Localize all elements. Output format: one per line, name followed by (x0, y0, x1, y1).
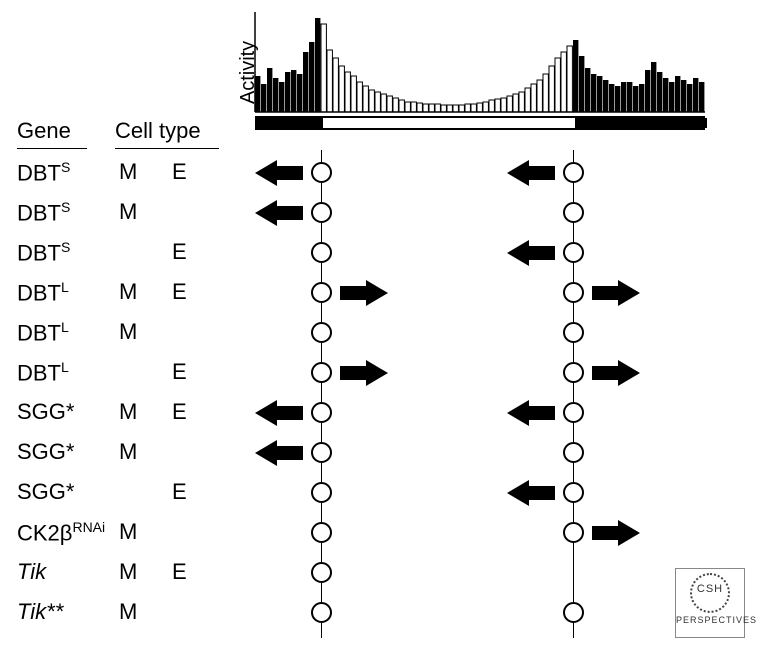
gene-label: SGG* (17, 479, 74, 505)
shift-arrow-right (592, 520, 640, 546)
shift-arrow-right (340, 280, 388, 306)
cell-type-M: M (119, 279, 137, 305)
marker-circle-M (311, 482, 332, 503)
cell-type-E: E (172, 559, 187, 585)
csh-perspectives-logo: CSH PERSPECTIVES (675, 568, 745, 638)
header-cell-type-underline (115, 148, 219, 149)
marker-circle-M (311, 362, 332, 383)
csh-logo-subtext: PERSPECTIVES (676, 615, 744, 625)
gene-label: DBTL (17, 279, 69, 306)
gene-label: DBTS (17, 159, 70, 186)
gene-label: Tik (17, 559, 46, 585)
shift-arrow-left (507, 400, 555, 426)
shift-arrow-left (255, 160, 303, 186)
cell-type-E: E (172, 359, 187, 385)
shift-arrow-left (255, 440, 303, 466)
shift-arrow-right (592, 360, 640, 386)
marker-circle-M (311, 522, 332, 543)
marker-circle-M (311, 322, 332, 343)
csh-logo-ring: CSH (690, 573, 730, 613)
marker-circle-E (563, 202, 584, 223)
marker-circle-E (563, 482, 584, 503)
shift-arrow-left (255, 400, 303, 426)
shift-arrow-left (507, 160, 555, 186)
header-cell-type: Cell type (115, 118, 201, 144)
cell-type-E: E (172, 479, 187, 505)
gene-label: SGG* (17, 439, 74, 465)
gene-label: DBTS (17, 239, 70, 266)
cell-type-M: M (119, 199, 137, 225)
light-dark-bar (255, 116, 705, 130)
shift-arrow-left (255, 200, 303, 226)
shift-arrow-left (507, 480, 555, 506)
marker-circle-M (311, 242, 332, 263)
cell-type-E: E (172, 239, 187, 265)
cell-type-E: E (172, 399, 187, 425)
cell-type-E: E (172, 279, 187, 305)
marker-circle-E (563, 402, 584, 423)
marker-circle-M (311, 442, 332, 463)
activity-histogram (255, 12, 705, 114)
cell-type-M: M (119, 439, 137, 465)
marker-circle-E (563, 242, 584, 263)
header-gene: Gene (17, 118, 71, 144)
marker-circle-M (311, 282, 332, 303)
cell-type-M: M (119, 159, 137, 185)
gene-label: DBTL (17, 359, 69, 386)
gene-label: DBTS (17, 199, 70, 226)
marker-circle-E (563, 282, 584, 303)
marker-circle-M (311, 562, 332, 583)
reference-line-evening (573, 150, 574, 638)
marker-circle-M (311, 162, 332, 183)
cell-type-M: M (119, 559, 137, 585)
marker-circle-E (563, 362, 584, 383)
shift-arrow-right (592, 280, 640, 306)
marker-circle-M (311, 202, 332, 223)
cell-type-M: M (119, 519, 137, 545)
csh-logo-text: CSH (692, 583, 728, 595)
gene-label: SGG* (17, 399, 74, 425)
marker-circle-E (563, 522, 584, 543)
cell-type-M: M (119, 599, 137, 625)
figure-root: Activity Gene Cell type DBTSMEDBTSMDBTSE… (0, 0, 759, 658)
cell-type-E: E (172, 159, 187, 185)
marker-circle-M (311, 602, 332, 623)
header-gene-underline (17, 148, 87, 149)
cell-type-M: M (119, 399, 137, 425)
marker-circle-E (563, 162, 584, 183)
marker-circle-E (563, 442, 584, 463)
gene-label: CK2βRNAi (17, 519, 105, 546)
marker-circle-M (311, 402, 332, 423)
marker-circle-E (563, 602, 584, 623)
cell-type-M: M (119, 319, 137, 345)
shift-arrow-left (507, 240, 555, 266)
marker-circle-E (563, 322, 584, 343)
gene-label: DBTL (17, 319, 69, 346)
shift-arrow-right (340, 360, 388, 386)
gene-label: Tik** (17, 599, 63, 625)
